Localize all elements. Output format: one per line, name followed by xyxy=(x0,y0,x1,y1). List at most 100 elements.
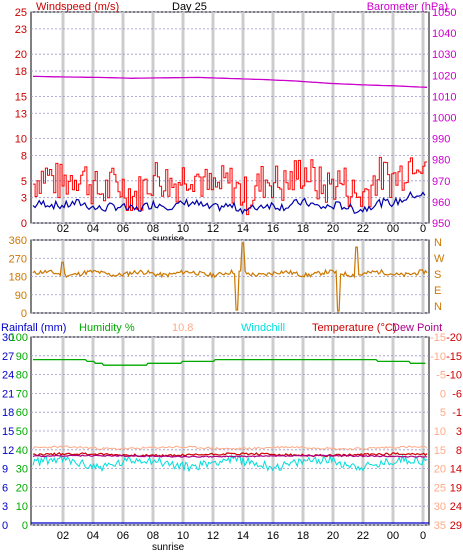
panel3-x-tick-11: 00 xyxy=(387,530,399,542)
compass-label-1: W xyxy=(434,253,445,265)
panel3-x-tick-3: 08 xyxy=(147,530,159,542)
panel3-x-tick-9: 20 xyxy=(327,530,339,542)
direction-tick-0: 360 xyxy=(9,235,27,247)
rainfall-tick-3: 9 xyxy=(2,464,8,476)
rainfall-tick-8: 24 xyxy=(2,370,14,382)
panel1-x-tick-6: 14 xyxy=(237,223,249,235)
panel3-x-tick-2: 06 xyxy=(117,530,129,542)
barometer-axis-label: Barometer (hPa) xyxy=(367,1,448,13)
panel3-x-tick-1: 04 xyxy=(87,530,99,542)
panel1-x-tick-11: 00 xyxy=(387,223,399,235)
panel1-x-tick-8: 18 xyxy=(297,223,309,235)
humidity-legend: Humidity % xyxy=(79,322,135,334)
dew-point-tick-labels: -20 -15 -10 -6 -1 3 8 14 19 24 29 xyxy=(446,332,462,532)
compass-label-2: S xyxy=(434,269,441,281)
panel3-x-tick-4: 10 xyxy=(177,530,189,542)
dew-point-tick-4: -1 xyxy=(452,407,462,419)
rainfall-tick-labels: 0 3 6 9 12 15 18 21 24 27 30 xyxy=(2,332,14,532)
barometer-tick-7: 1020 xyxy=(432,70,456,82)
barometer-tick-1: 960 xyxy=(432,197,450,209)
humidity-tick-0: 0 xyxy=(22,520,28,532)
dew-point-tick-10: 29 xyxy=(450,520,462,532)
panel3-sunrise-label: sunrise xyxy=(152,542,185,553)
dew-point-tick-7: 14 xyxy=(450,464,462,476)
dew-point-tick-1: -15 xyxy=(446,351,462,363)
chart-title: Day 25 xyxy=(172,1,207,13)
rainfall-tick-7: 21 xyxy=(2,388,14,400)
compass-label-0: N xyxy=(434,237,442,249)
panel2-left-tick-labels: 360 270 180 90 0 xyxy=(9,235,27,320)
panel1-x-tick-3: 08 xyxy=(147,223,159,235)
average-wind-line xyxy=(32,190,426,215)
panel1-x-tick-5: 12 xyxy=(207,223,219,235)
panel1-x-tick-10: 22 xyxy=(357,223,369,235)
dew-point-tick-2: -10 xyxy=(446,370,462,382)
dew-point-legend: Dew Point xyxy=(392,322,442,334)
barometer-tick-0: 950 xyxy=(432,218,450,230)
rainfall-tick-0: 0 xyxy=(2,520,8,532)
temperature-tick-5: 10 xyxy=(434,426,446,438)
windspeed-tick-7: 18 xyxy=(15,66,27,78)
windspeed-axis-label: Windspeed (m/s) xyxy=(36,1,119,13)
windspeed-tick-8: 20 xyxy=(15,49,27,61)
temperature-tick-7: 20 xyxy=(434,464,446,476)
compass-label-4: N xyxy=(434,301,442,313)
windspeed-tick-3: 8 xyxy=(21,150,27,162)
humidity-tick-1: 10 xyxy=(16,501,28,513)
panel1-x-tick-labels: 02 04 06 08 10 12 14 16 18 20 22 00 0 xyxy=(57,223,426,235)
direction-tick-4: 0 xyxy=(21,308,27,320)
panel3-x-tick-6: 14 xyxy=(237,530,249,542)
temperature-tick-0: -15 xyxy=(430,332,446,344)
humidity-tick-2: 20 xyxy=(16,482,28,494)
dew-point-tick-6: 8 xyxy=(456,445,462,457)
panel1-x-tick-0: 02 xyxy=(57,223,69,235)
windspeed-tick-0: 0 xyxy=(21,218,27,230)
panel1-x-tick-4: 10 xyxy=(177,223,189,235)
rainfall-legend: Rainfall (mm) xyxy=(1,322,66,334)
temperature-tick-9: 30 xyxy=(434,501,446,513)
temperature-tick-6: 15 xyxy=(434,445,446,457)
barometer-tick-10: 1050 xyxy=(432,7,456,19)
barometer-tick-5: 1000 xyxy=(432,113,456,125)
panel3-frame xyxy=(30,336,430,526)
rain-total-legend: 10.8 xyxy=(172,322,193,334)
barometer-tick-2: 970 xyxy=(432,176,450,188)
temperature-tick-4: 5 xyxy=(440,407,446,419)
panel3-x-tick-12: 0 xyxy=(420,530,426,542)
rainfall-tick-4: 12 xyxy=(2,445,14,457)
barometer-line xyxy=(33,75,428,88)
windspeed-tick-4: 10 xyxy=(15,134,27,146)
rainfall-tick-9: 27 xyxy=(2,351,14,363)
windchill-line xyxy=(32,453,428,473)
barometer-tick-6: 1010 xyxy=(432,91,456,103)
humidity-tick-labels: 0 10 20 30 40 50 60 70 80 90 100 xyxy=(10,332,28,532)
humidity-tick-6: 60 xyxy=(16,407,28,419)
wind-direction-line xyxy=(32,242,428,312)
dew-point-tick-9: 24 xyxy=(450,501,462,513)
panel2-frame xyxy=(30,239,430,314)
temperature-tick-2: -5 xyxy=(436,370,446,382)
temperature-legend: Temperature (°C) xyxy=(312,322,396,334)
temperature-tick-1: -10 xyxy=(430,351,446,363)
rain-total-line xyxy=(32,445,428,451)
panel1-x-tick-12: 0 xyxy=(420,223,426,235)
panel3-x-tick-5: 12 xyxy=(207,530,219,542)
windspeed-tick-6: 15 xyxy=(15,91,27,103)
humidity-tick-4: 40 xyxy=(16,445,28,457)
rainfall-tick-2: 6 xyxy=(2,482,8,494)
barometer-tick-3: 980 xyxy=(432,155,450,167)
barometer-tick-9: 1040 xyxy=(432,28,456,40)
dew-point-line xyxy=(32,454,427,458)
rainfall-tick-10: 30 xyxy=(2,332,14,344)
panel1-x-tick-7: 16 xyxy=(267,223,279,235)
windspeed-tick-1: 3 xyxy=(21,193,27,205)
humidity-tick-8: 80 xyxy=(16,370,28,382)
temperature-tick-3: 0 xyxy=(440,388,446,400)
humidity-line xyxy=(33,358,426,366)
temperature-tick-10: 35 xyxy=(434,520,446,532)
dew-point-tick-8: 19 xyxy=(450,482,462,494)
